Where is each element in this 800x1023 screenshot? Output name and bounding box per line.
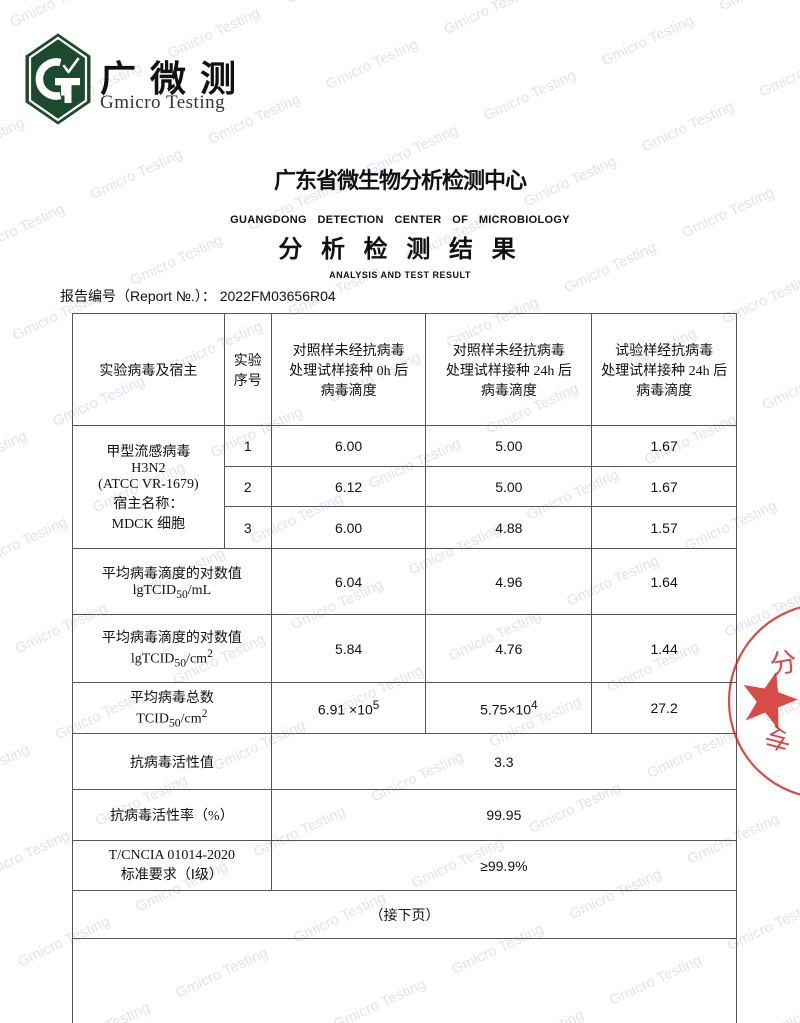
svg-text:分析检测: 分析检测: [0, 0, 800, 681]
svg-text:专用: 专用: [0, 0, 795, 755]
